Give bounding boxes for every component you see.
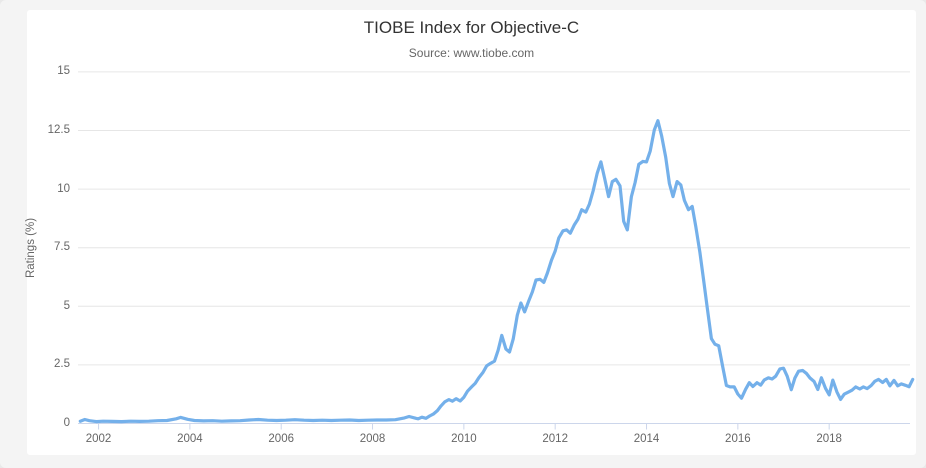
- data-line-objective-c: [78, 119, 915, 424]
- x-tick-label: 2018: [816, 432, 842, 445]
- y-tick-label: 2.5: [54, 358, 70, 371]
- plot-area: [78, 71, 915, 430]
- x-tick-label: 2002: [85, 432, 112, 445]
- x-tick-label: 2008: [359, 432, 386, 445]
- x-tick-label: 2012: [542, 432, 568, 445]
- x-tick-label: 2010: [451, 432, 477, 445]
- y-tick-label: 15: [57, 65, 70, 78]
- y-tick-label: 10: [57, 182, 70, 195]
- y-tick-label: 7.5: [54, 241, 70, 254]
- y-tick-label: 0: [63, 417, 70, 429]
- y-tick-label: 5: [63, 299, 70, 312]
- chart-title: TIOBE Index for Objective-C: [363, 18, 580, 37]
- x-tick-label: 2006: [268, 432, 294, 445]
- y-tick-label: 12.5: [47, 124, 70, 136]
- chart-card: TIOBE Index for Objective-C Source: www.…: [25, 10, 916, 455]
- chart-subtitle: Source: www.tiobe.com: [408, 46, 535, 60]
- x-tick-label: 2014: [633, 432, 660, 445]
- x-tick-label: 2004: [177, 432, 203, 445]
- x-tick-label: 2016: [725, 432, 751, 445]
